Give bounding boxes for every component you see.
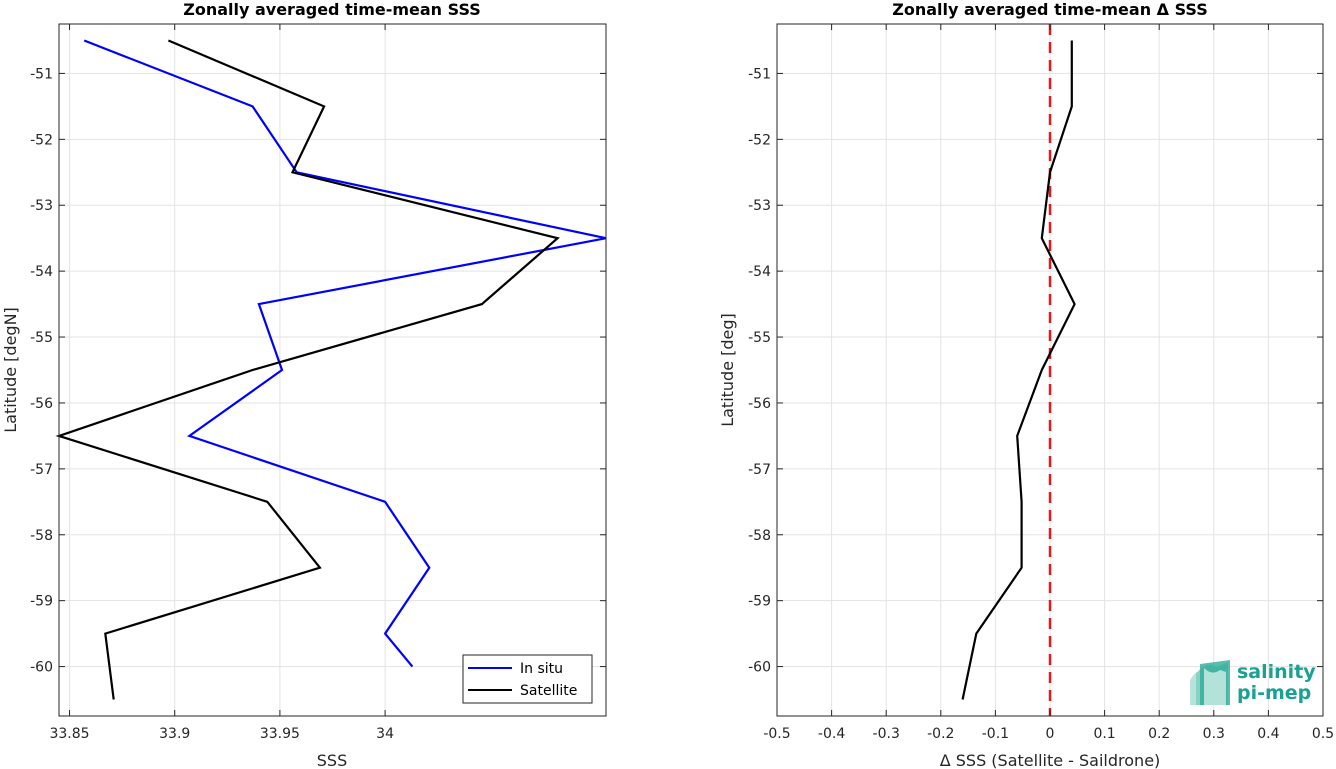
sss-legend: In situ Satellite xyxy=(462,654,593,704)
sss-panel: 33.85 33.9 33.95 34 -51 -52 -53 -54 -55 -56 -57 -58… xyxy=(1,0,607,769)
legend-box xyxy=(462,654,593,704)
delta-x-tick-label: 0.2 xyxy=(1148,726,1170,742)
sss-y-tick-label: -60 xyxy=(30,660,53,676)
sss-y-tick-label: -54 xyxy=(30,264,53,280)
sss-y-tick-label: -51 xyxy=(30,66,53,82)
delta-x-tick-label: 0.4 xyxy=(1257,726,1279,742)
delta-series-line-delta xyxy=(961,40,1076,700)
delta-x-tick-label: 0.1 xyxy=(1093,726,1115,742)
logo-text-pi-mep: pi-mep xyxy=(1237,682,1311,704)
delta-x-axis-label: Δ SSS (Satellite - Saildrone) xyxy=(940,751,1161,769)
delta-y-tick-label: -58 xyxy=(748,528,771,544)
delta-x-tick-label: -0.4 xyxy=(818,726,845,742)
sss-chart-title: Zonally averaged time-mean SSS xyxy=(183,0,481,19)
delta-x-tick-label: -0.3 xyxy=(873,726,900,742)
delta-y-tick-label: -60 xyxy=(748,660,771,676)
sss-y-tick-label: -58 xyxy=(30,528,53,544)
sss-y-tick-label: -56 xyxy=(30,396,53,412)
sss-x-tick-label: 33.95 xyxy=(260,726,300,742)
sss-x-tick-label: 34 xyxy=(376,726,394,742)
sss-y-tick-label: -55 xyxy=(30,330,53,346)
salinity-pi-mep-logo: salinity pi-mep xyxy=(1190,660,1316,705)
delta-x-tick-label: 0.3 xyxy=(1203,726,1225,742)
delta-y-tick-label: -54 xyxy=(748,264,771,280)
delta-x-tick-label: 0 xyxy=(1046,726,1055,742)
delta-sss-panel: -0.5 -0.4 -0.3 -0.2 -0.1 0 0.1 0.2 0.3 0.4 0.5 -51 -… xyxy=(718,0,1334,769)
sss-axes-box xyxy=(58,23,607,717)
sss-y-tick-label: -52 xyxy=(30,132,53,148)
sss-y-tick-label: -53 xyxy=(30,198,53,214)
delta-chart-title: Zonally averaged time-mean Δ SSS xyxy=(892,0,1208,19)
delta-x-tick-label: -0.5 xyxy=(763,726,790,742)
delta-y-axis-label: Latitude [deg] xyxy=(718,313,737,427)
legend-label-in-situ: In situ xyxy=(520,661,563,677)
sss-x-tick-label: 33.9 xyxy=(159,726,190,742)
logo-text-salinity: salinity xyxy=(1237,661,1316,683)
delta-y-tick-label: -52 xyxy=(748,132,771,148)
sss-y-tick-label: -59 xyxy=(30,594,53,610)
sss-y-axis-label: Latitude [degN] xyxy=(1,307,20,433)
sss-series-line-in-situ xyxy=(83,39,607,668)
delta-y-tick-label: -59 xyxy=(748,594,771,610)
delta-y-tick-label: -55 xyxy=(748,330,771,346)
delta-y-tick-label: -51 xyxy=(748,66,771,82)
delta-y-tick-label: -53 xyxy=(748,198,771,214)
sss-x-tick-label: 33.85 xyxy=(49,726,89,742)
sss-series-line-satellite xyxy=(55,39,560,700)
legend-label-satellite: Satellite xyxy=(520,683,577,699)
delta-y-tick-label: -57 xyxy=(748,462,771,478)
sss-y-tick-label: -57 xyxy=(30,462,53,478)
delta-x-tick-label: 0.5 xyxy=(1312,726,1334,742)
delta-x-tick-label: -0.2 xyxy=(927,726,954,742)
delta-x-tick-label: -0.1 xyxy=(982,726,1009,742)
wave-logo-icon xyxy=(1190,660,1230,705)
delta-y-tick-label: -56 xyxy=(748,396,771,412)
sss-x-axis-label: SSS xyxy=(317,751,347,769)
sss-plot-area xyxy=(59,24,606,716)
